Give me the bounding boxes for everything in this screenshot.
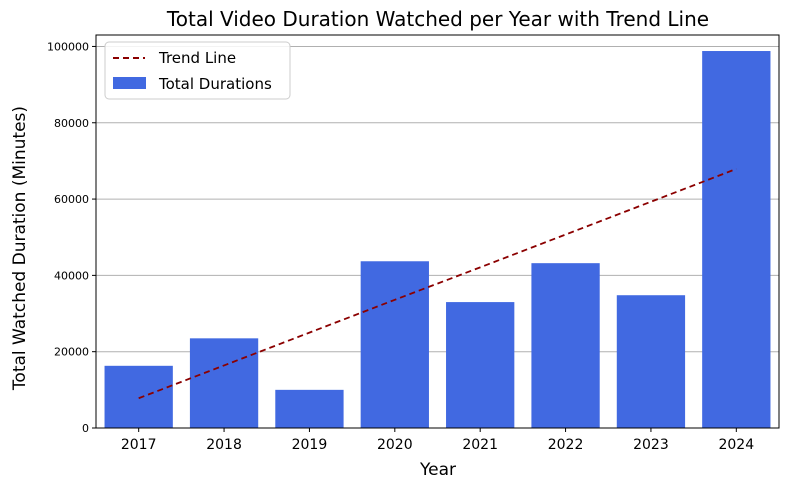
x-tick-label: 2022 — [548, 437, 584, 453]
bar — [189, 338, 259, 428]
x-tick-label: 2017 — [121, 437, 157, 453]
x-tick-label: 2023 — [633, 437, 669, 453]
bar — [531, 263, 600, 428]
bar — [360, 261, 429, 428]
plot-frame — [95, 34, 780, 429]
legend-box — [104, 41, 291, 100]
y-tick-label: 20000 — [54, 346, 89, 359]
legend-total-durations-label: Total Durations — [158, 75, 272, 93]
y-tick-label: 40000 — [54, 269, 89, 282]
plot-area: 0 20000 40000 60000 80000 100000 2017 2018 2019 2… — [47, 34, 780, 453]
y-tick-label: 80000 — [54, 117, 89, 130]
bar — [616, 295, 686, 428]
y-axis-title: Total Watched Duration (Minutes) — [10, 106, 30, 391]
legend-total-durations-swatch — [113, 77, 146, 89]
chart-title: Total Video Duration Watched per Year wi… — [166, 7, 709, 31]
trend-line — [138, 168, 737, 400]
bar — [275, 389, 344, 428]
x-tick-label: 2024 — [718, 437, 754, 453]
y-tick-label: 0 — [82, 422, 89, 435]
y-tick-label: 60000 — [54, 193, 89, 206]
legend: Trend Line Total Durations — [104, 41, 291, 100]
bar — [446, 302, 515, 428]
bar — [702, 51, 771, 429]
legend-trend-line-label: Trend Line — [158, 49, 236, 67]
y-tick-label: 100000 — [47, 40, 89, 53]
x-tick-label: 2019 — [292, 437, 328, 453]
bar — [104, 365, 173, 428]
x-tick-label: 2021 — [462, 437, 498, 453]
x-tick-label: 2020 — [377, 437, 413, 453]
x-tick-label: 2018 — [206, 437, 242, 453]
x-axis-title: Year — [419, 460, 456, 480]
